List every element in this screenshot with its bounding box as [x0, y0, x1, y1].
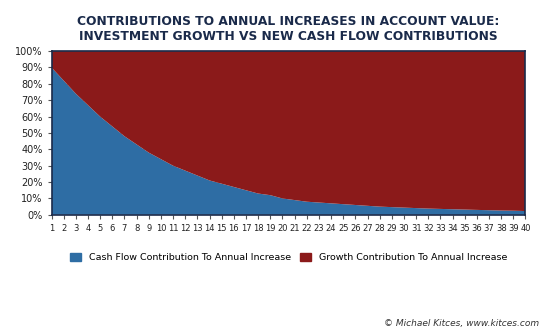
Text: © Michael Kitces, www.kitces.com: © Michael Kitces, www.kitces.com [384, 319, 539, 328]
Title: CONTRIBUTIONS TO ANNUAL INCREASES IN ACCOUNT VALUE:
INVESTMENT GROWTH VS NEW CAS: CONTRIBUTIONS TO ANNUAL INCREASES IN ACC… [78, 15, 500, 43]
Legend: Cash Flow Contribution To Annual Increase, Growth Contribution To Annual Increas: Cash Flow Contribution To Annual Increas… [66, 249, 511, 266]
